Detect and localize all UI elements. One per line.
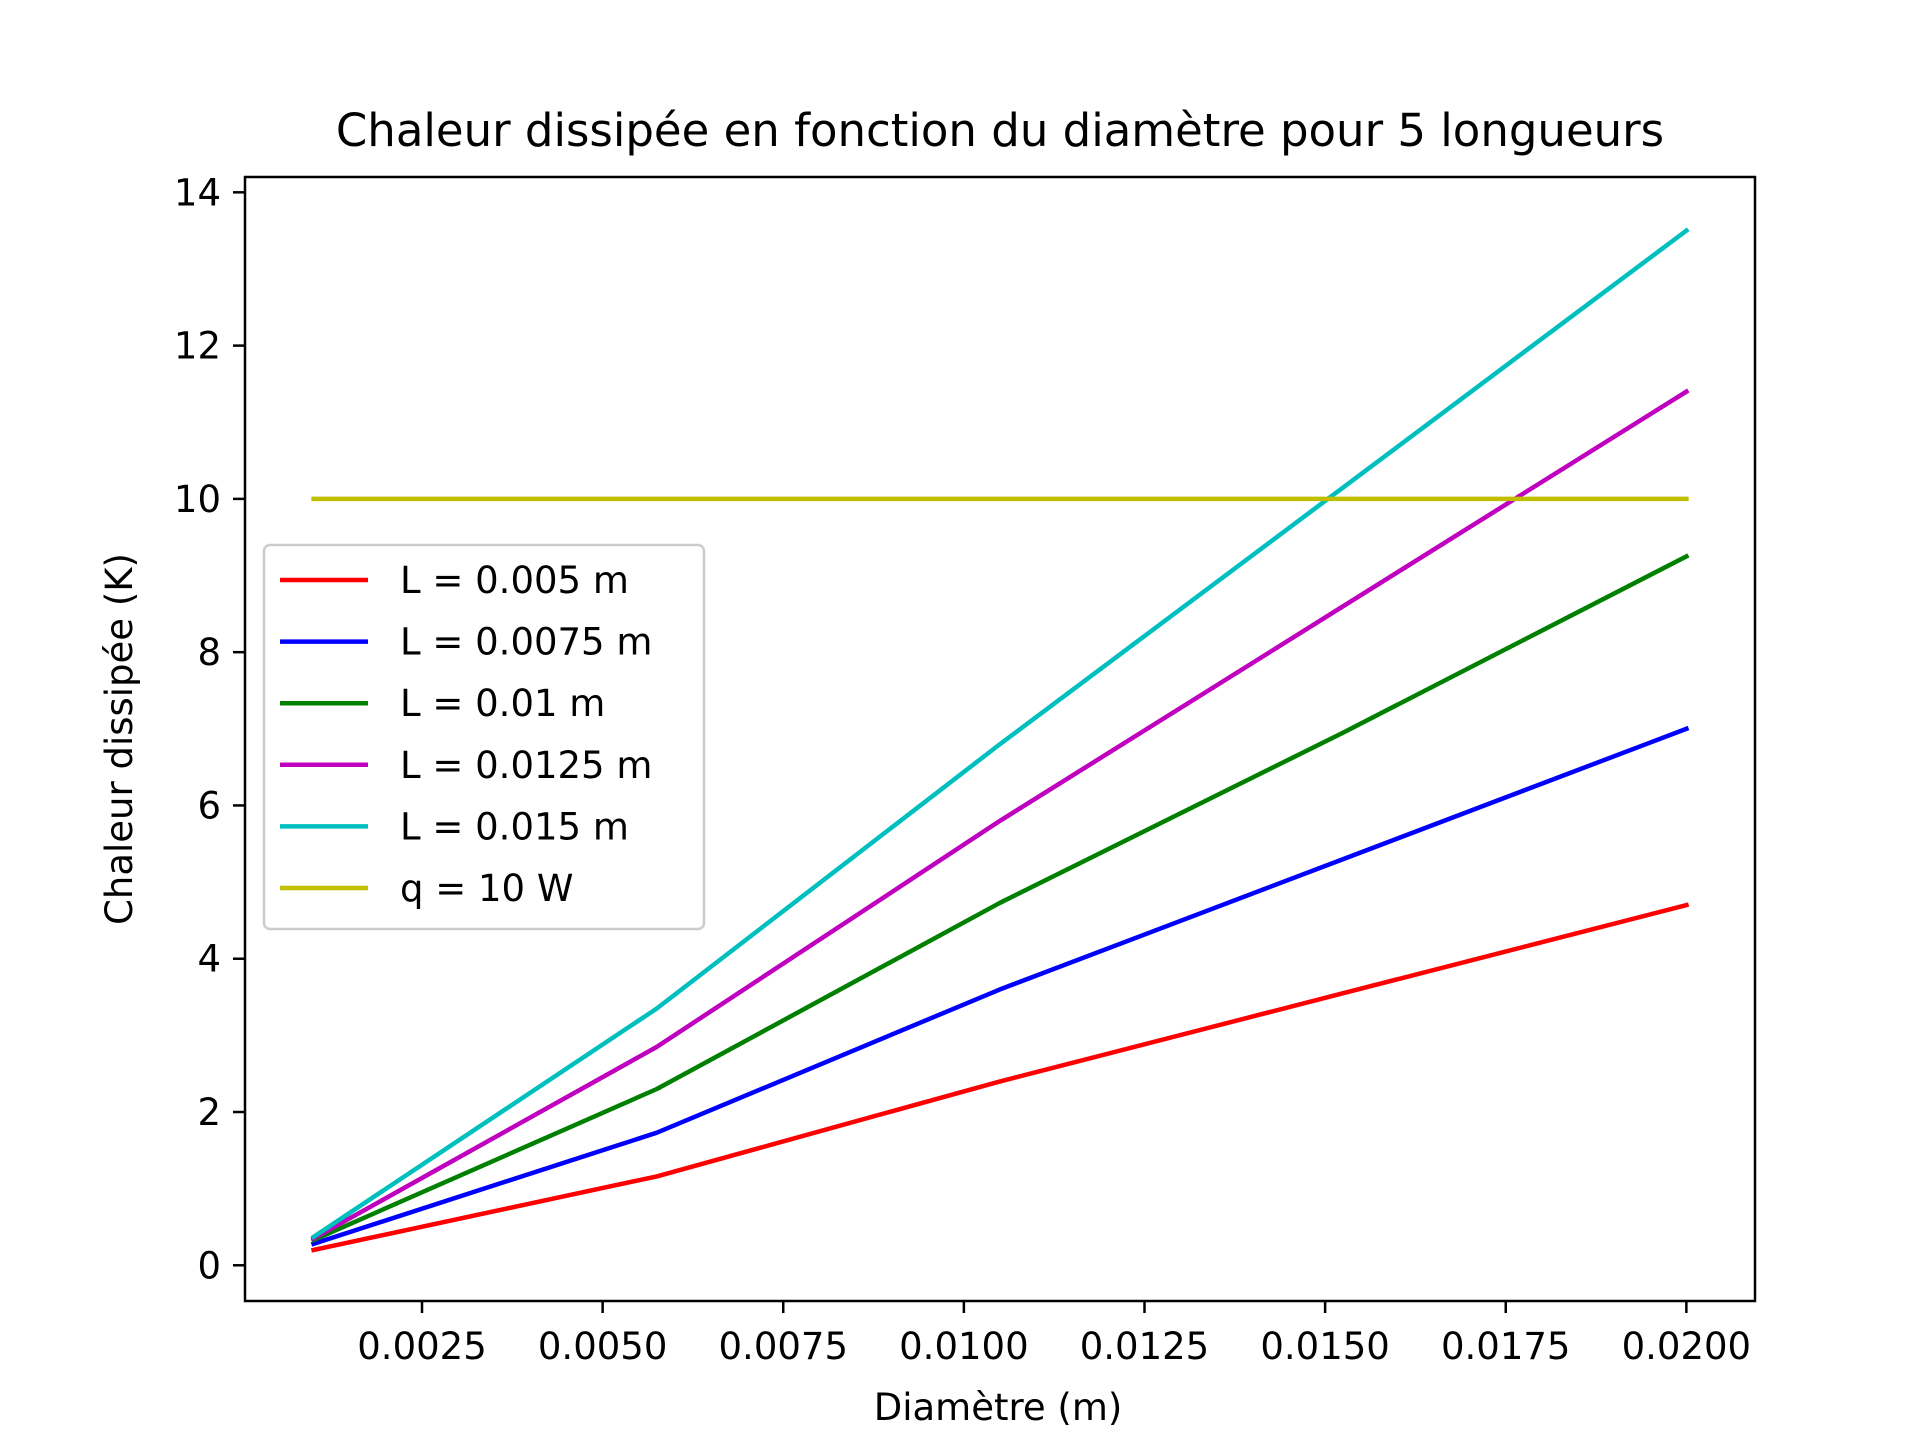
series-line-3 <box>310 388 1690 1242</box>
legend-label-0: L = 0.005 m <box>400 559 629 602</box>
plot-frame <box>243 175 1757 1303</box>
y-tick-label: 4 <box>197 938 221 981</box>
series-line-0 <box>310 902 1690 1253</box>
x-tick-label: 0.0175 <box>1441 1325 1570 1368</box>
legend-label-4: L = 0.015 m <box>400 805 629 848</box>
y-tick-label: 14 <box>174 171 221 214</box>
series-line-4 <box>310 227 1690 1241</box>
x-tick-label: 0.0100 <box>899 1325 1028 1368</box>
legend-items: L = 0.005 m L = 0.0075 m L = 0.01 m L = 0.0… <box>280 559 652 910</box>
x-tick-label: 0.0200 <box>1622 1325 1751 1368</box>
x-tick-label: 0.0125 <box>1080 1325 1209 1368</box>
series-line-2 <box>310 553 1690 1243</box>
y-axis-label: Chaleur dissipée (K) <box>98 553 141 925</box>
y-tick-label: 10 <box>174 478 221 521</box>
x-tick-label: 0.0150 <box>1260 1325 1389 1368</box>
x-tick-label: 0.0025 <box>357 1325 486 1368</box>
x-tick-label: 0.0050 <box>538 1325 667 1368</box>
legend-label-2: L = 0.01 m <box>400 682 605 725</box>
plot-lines <box>310 227 1690 1253</box>
chart-title: Chaleur dissipée en fonction du diamètre… <box>336 104 1664 157</box>
legend-label-5: q = 10 W <box>400 867 573 910</box>
legend-box <box>262 543 706 931</box>
legend-label-1: L = 0.0075 m <box>400 621 652 664</box>
y-tick-label: 0 <box>197 1244 221 1287</box>
x-axis-label: Diamètre (m) <box>874 1386 1123 1429</box>
series-line-1 <box>310 725 1690 1247</box>
x-axis-ticks: 0.0025 0.0050 0.0075 0.0100 0.0125 0.0150 0.01… <box>357 1301 1751 1368</box>
y-tick-label: 12 <box>174 325 221 368</box>
y-axis-ticks: 0 2 4 6 8 10 12 14 <box>174 171 245 1287</box>
y-tick-label: 2 <box>197 1091 221 1134</box>
x-tick-label: 0.0075 <box>719 1325 848 1368</box>
y-tick-label: 8 <box>197 631 221 674</box>
y-tick-label: 6 <box>197 784 221 827</box>
legend-label-3: L = 0.0125 m <box>400 744 652 787</box>
legend: L = 0.005 m L = 0.0075 m L = 0.01 m L = 0.0… <box>262 543 706 931</box>
